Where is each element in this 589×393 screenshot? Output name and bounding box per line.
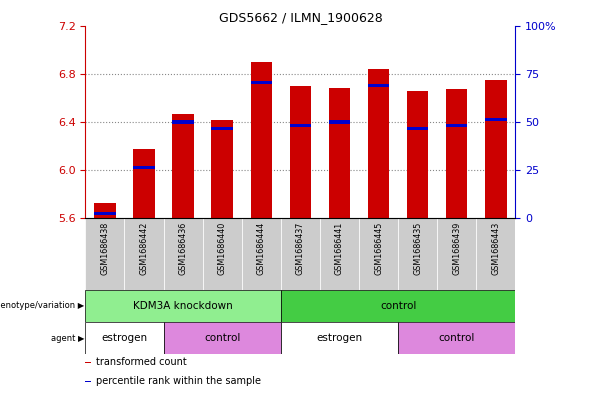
Bar <box>164 322 281 354</box>
Bar <box>85 362 91 363</box>
Text: GSM1686440: GSM1686440 <box>218 222 227 275</box>
Text: estrogen: estrogen <box>101 333 148 343</box>
Text: GSM1686438: GSM1686438 <box>101 222 110 275</box>
Text: GSM1686443: GSM1686443 <box>491 222 500 275</box>
Text: GSM1686436: GSM1686436 <box>178 222 188 275</box>
Bar <box>164 219 203 290</box>
Bar <box>85 219 124 290</box>
Text: GSM1686445: GSM1686445 <box>374 222 383 275</box>
Bar <box>320 219 359 290</box>
Bar <box>241 219 281 290</box>
Bar <box>85 381 91 382</box>
Bar <box>290 124 311 127</box>
Bar <box>446 90 468 219</box>
Bar <box>281 322 398 354</box>
Bar <box>398 322 515 354</box>
Bar <box>485 80 507 219</box>
Bar <box>281 219 320 290</box>
Bar <box>398 219 437 290</box>
Bar <box>446 124 468 127</box>
Bar <box>281 290 515 322</box>
Bar <box>407 91 428 219</box>
Text: GSM1686444: GSM1686444 <box>257 222 266 275</box>
Bar <box>203 219 241 290</box>
Bar <box>85 322 164 354</box>
Bar <box>85 290 281 322</box>
Text: GSM1686435: GSM1686435 <box>413 222 422 275</box>
Title: GDS5662 / ILMN_1900628: GDS5662 / ILMN_1900628 <box>219 11 382 24</box>
Bar <box>133 149 155 219</box>
Bar <box>173 114 194 219</box>
Bar <box>329 121 350 123</box>
Bar <box>437 219 477 290</box>
Bar <box>211 119 233 219</box>
Text: control: control <box>439 333 475 343</box>
Text: GSM1686439: GSM1686439 <box>452 222 461 275</box>
Text: percentile rank within the sample: percentile rank within the sample <box>96 376 261 386</box>
Bar <box>485 118 507 121</box>
Bar <box>477 219 515 290</box>
Text: control: control <box>204 333 240 343</box>
Bar <box>359 219 398 290</box>
Bar <box>173 121 194 123</box>
Bar <box>94 203 115 219</box>
Bar <box>368 69 389 219</box>
Text: genotype/variation ▶: genotype/variation ▶ <box>0 301 85 310</box>
Bar <box>211 127 233 130</box>
Text: control: control <box>380 301 416 311</box>
Bar <box>368 84 389 87</box>
Text: KDM3A knockdown: KDM3A knockdown <box>133 301 233 311</box>
Bar <box>133 166 155 169</box>
Bar <box>290 86 311 219</box>
Text: GSM1686442: GSM1686442 <box>140 222 148 275</box>
Text: estrogen: estrogen <box>316 333 363 343</box>
Text: GSM1686441: GSM1686441 <box>335 222 344 275</box>
Text: GSM1686437: GSM1686437 <box>296 222 305 275</box>
Text: transformed count: transformed count <box>96 357 187 367</box>
Bar <box>250 81 272 84</box>
Bar <box>407 127 428 130</box>
Bar <box>329 88 350 219</box>
Bar <box>250 62 272 219</box>
Bar <box>124 219 164 290</box>
Bar <box>94 212 115 215</box>
Text: agent ▶: agent ▶ <box>51 334 85 343</box>
